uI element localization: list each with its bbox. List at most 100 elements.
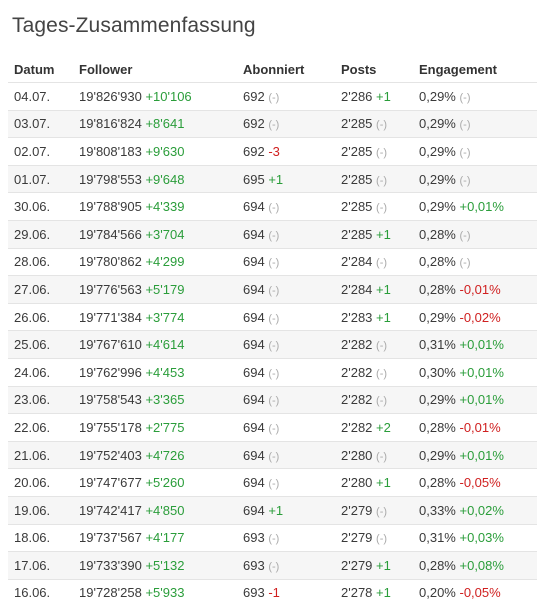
posts-delta: (-)	[376, 340, 388, 353]
posts-value: 2'285	[341, 226, 373, 242]
followers-delta: +2'775	[145, 419, 185, 435]
posts-value: 2'278	[341, 585, 373, 601]
date-value: 25.06.	[14, 337, 51, 353]
posts-cell: 2'286 +1	[335, 82, 413, 111]
posts-delta: (-)	[376, 202, 388, 215]
followers-value: 19'816'824	[79, 116, 142, 132]
followers-delta: +4'726	[145, 447, 185, 463]
subscribed-delta: (-)	[268, 422, 280, 435]
engagement-cell: 0,28% (-)	[413, 247, 537, 276]
engagement-cell: 0,28% +0,08%	[413, 551, 537, 580]
column-header-date[interactable]: Datum	[14, 62, 55, 77]
posts-cell: 2'279 (-)	[335, 495, 413, 524]
followers-delta: +9'630	[145, 143, 185, 159]
date-cell: 19.06.	[8, 495, 73, 524]
engagement-cell: 0,30% +0,01%	[413, 357, 537, 387]
table-row: 20.06. 19'747'677 +5'260 694 (-) 2'280 +1 0,…	[8, 468, 537, 497]
table-row: 27.06. 19'776'563 +5'179 694 (-) 2'284 +1 0,…	[8, 275, 537, 304]
followers-delta: +4'614	[145, 337, 185, 353]
posts-value: 2'285	[341, 143, 373, 159]
engagement-delta: +0,02%	[459, 502, 504, 518]
table-row: 01.07. 19'798'553 +9'648 695 +1 2'285 (-) 0,…	[8, 164, 537, 193]
followers-value: 19'767'610	[79, 337, 142, 353]
subscribed-delta: -1	[268, 585, 280, 601]
followers-cell: 19'752'403 +4'726	[73, 440, 237, 469]
posts-value: 2'284	[341, 281, 373, 297]
posts-cell: 2'284 +1	[335, 275, 413, 304]
table-row: 19.06. 19'742'417 +4'850 694 +1 2'279 (-) 0,…	[8, 495, 537, 524]
date-value: 28.06.	[14, 254, 51, 270]
subscribed-value: 694	[243, 281, 265, 297]
posts-delta: +1	[376, 309, 391, 325]
followers-cell: 19'780'862 +4'299	[73, 247, 237, 276]
subscribed-delta: (-)	[268, 257, 280, 270]
followers-cell: 19'767'610 +4'614	[73, 330, 237, 359]
posts-delta: +1	[376, 226, 391, 242]
followers-cell: 19'728'258 +5'933	[73, 578, 237, 606]
subscribed-cell: 694 (-)	[237, 385, 335, 414]
followers-value: 19'728'258	[79, 585, 142, 601]
subscribed-delta: (-)	[268, 367, 280, 380]
table-row: 17.06. 19'733'390 +5'132 693 (-) 2'279 +1 0,…	[8, 551, 537, 580]
subscribed-delta: (-)	[268, 395, 280, 408]
table-row: 29.06. 19'784'566 +3'704 694 (-) 2'285 +1 0,…	[8, 219, 537, 249]
subscribed-cell: 693 (-)	[237, 551, 335, 580]
followers-cell: 19'758'543 +3'365	[73, 385, 237, 414]
table-row: 02.07. 19'808'183 +9'630 692 -3 2'285 (-) 0,…	[8, 137, 537, 166]
date-cell: 04.07.	[8, 82, 73, 111]
posts-cell: 2'285 (-)	[335, 109, 413, 138]
daily-summary-table: Datum Follower Abonniert Posts Engagemen…	[8, 57, 537, 606]
engagement-delta: (-)	[459, 119, 471, 132]
posts-value: 2'285	[341, 171, 373, 187]
table-row: 21.06. 19'752'403 +4'726 694 (-) 2'280 (-) 0…	[8, 440, 537, 469]
subscribed-cell: 693 -1	[237, 578, 335, 606]
date-cell: 17.06.	[8, 551, 73, 580]
date-value: 04.07.	[14, 88, 51, 104]
posts-delta: (-)	[376, 119, 388, 132]
followers-value: 19'780'862	[79, 254, 142, 270]
engagement-delta: +0,01%	[459, 337, 504, 353]
subscribed-value: 694	[243, 447, 265, 463]
engagement-delta: (-)	[459, 229, 471, 242]
date-cell: 25.06.	[8, 330, 73, 359]
column-header-posts[interactable]: Posts	[341, 62, 377, 77]
date-value: 19.06.	[14, 502, 51, 518]
engagement-delta: -0,02%	[459, 309, 501, 325]
engagement-value: 0,30%	[419, 364, 456, 380]
subscribed-cell: 692 -3	[237, 137, 335, 166]
engagement-value: 0,29%	[419, 447, 456, 463]
followers-value: 19'784'566	[79, 226, 142, 242]
engagement-delta: (-)	[459, 91, 471, 104]
column-header-followers[interactable]: Follower	[79, 62, 133, 77]
engagement-cell: 0,29% +0,01%	[413, 192, 537, 221]
date-cell: 03.07.	[8, 109, 73, 138]
followers-delta: +3'365	[145, 392, 185, 408]
date-value: 22.06.	[14, 419, 51, 435]
posts-cell: 2'280 +1	[335, 468, 413, 497]
followers-delta: +5'933	[145, 585, 185, 601]
subscribed-delta: (-)	[268, 450, 280, 463]
subscribed-value: 694	[243, 226, 265, 242]
table-row: 26.06. 19'771'384 +3'774 694 (-) 2'283 +1 0,…	[8, 302, 537, 331]
subscribed-delta: (-)	[268, 478, 280, 491]
subscribed-cell: 692 (-)	[237, 109, 335, 138]
engagement-value: 0,31%	[419, 337, 456, 353]
engagement-delta: +0,01%	[459, 199, 504, 215]
posts-value: 2'284	[341, 254, 373, 270]
subscribed-cell: 694 (-)	[237, 468, 335, 497]
subscribed-cell: 694 (-)	[237, 247, 335, 276]
date-value: 21.06.	[14, 447, 51, 463]
followers-cell: 19'733'390 +5'132	[73, 551, 237, 580]
followers-cell: 19'808'183 +9'630	[73, 137, 237, 166]
date-value: 16.06.	[14, 585, 51, 601]
posts-delta: (-)	[376, 367, 388, 380]
date-cell: 21.06.	[8, 440, 73, 469]
column-header-engagement[interactable]: Engagement	[419, 62, 498, 77]
posts-delta: (-)	[376, 505, 388, 518]
posts-value: 2'286	[341, 88, 373, 104]
followers-delta: +5'132	[145, 557, 185, 573]
column-header-subscribed[interactable]: Abonniert	[243, 62, 305, 77]
followers-cell: 19'762'996 +4'453	[73, 357, 237, 387]
subscribed-cell: 694 (-)	[237, 330, 335, 359]
posts-delta: +1	[376, 88, 391, 104]
